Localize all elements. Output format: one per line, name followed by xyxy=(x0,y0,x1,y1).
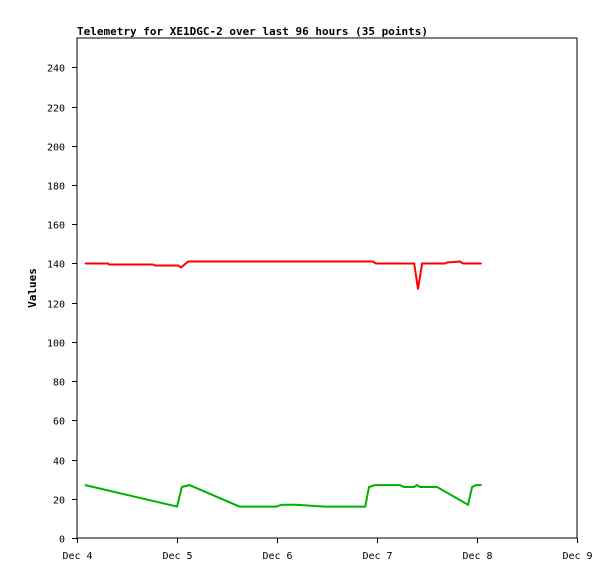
series-line-0 xyxy=(85,260,482,290)
data-point xyxy=(467,503,469,506)
x-tick-label: Dec 6 xyxy=(262,551,292,562)
data-point xyxy=(295,503,297,506)
data-point xyxy=(84,262,87,265)
x-tick-label: Dec 4 xyxy=(62,551,92,562)
y-tick-label: 120 xyxy=(47,300,65,311)
data-point xyxy=(238,505,241,508)
y-tick-label: 20 xyxy=(53,496,65,507)
y-tick-label: 40 xyxy=(53,457,65,468)
y-tick-label: 220 xyxy=(47,104,65,115)
data-point xyxy=(107,262,109,265)
data-point xyxy=(181,486,183,488)
y-tick-label: 240 xyxy=(47,64,65,75)
y-tick-label: 60 xyxy=(53,417,65,428)
data-point xyxy=(399,484,401,486)
data-point xyxy=(275,505,277,508)
y-tick-label: 100 xyxy=(47,339,65,350)
data-point xyxy=(368,486,370,488)
y-tick-label: 140 xyxy=(47,260,65,271)
data-point xyxy=(413,262,415,265)
data-point xyxy=(154,264,156,267)
data-point xyxy=(471,486,473,488)
data-point xyxy=(324,505,326,508)
data-point xyxy=(421,262,423,265)
x-tick-label: Dec 7 xyxy=(362,551,392,562)
data-point xyxy=(281,503,283,506)
data-point xyxy=(187,260,189,263)
data-point xyxy=(480,484,482,486)
data-point xyxy=(372,260,374,263)
data-point xyxy=(475,484,477,486)
data-point xyxy=(459,260,461,263)
x-tick-label: Dec 9 xyxy=(562,551,592,562)
y-tick-label: 0 xyxy=(59,535,65,546)
data-point xyxy=(177,264,179,267)
y-axis-label: Values xyxy=(26,268,39,308)
data-point xyxy=(375,262,377,265)
data-point xyxy=(374,484,376,486)
data-point xyxy=(416,484,418,486)
data-point xyxy=(419,486,421,488)
data-point xyxy=(84,484,87,486)
data-point xyxy=(108,263,110,266)
y-tick-label: 180 xyxy=(47,182,65,193)
data-point xyxy=(364,505,366,508)
chart-title: Telemetry for XE1DGC-2 over last 96 hour… xyxy=(77,25,428,38)
y-tick-label: 80 xyxy=(53,378,65,389)
data-point xyxy=(462,262,464,265)
data-point xyxy=(180,266,182,269)
data-point xyxy=(413,486,415,488)
y-tick-label: 200 xyxy=(47,143,65,154)
plot-frame xyxy=(76,37,578,539)
data-point xyxy=(480,262,482,265)
y-tick-label: 160 xyxy=(47,221,65,232)
series-line-1 xyxy=(85,483,482,508)
data-point xyxy=(152,263,154,266)
data-point xyxy=(188,484,191,486)
data-point xyxy=(403,486,405,488)
x-tick-label: Dec 5 xyxy=(162,551,192,562)
x-tick-label: Dec 8 xyxy=(462,551,492,562)
data-point xyxy=(417,288,419,290)
data-point xyxy=(436,486,438,488)
data-point xyxy=(446,261,448,264)
data-point xyxy=(444,262,446,265)
data-point xyxy=(176,505,178,508)
